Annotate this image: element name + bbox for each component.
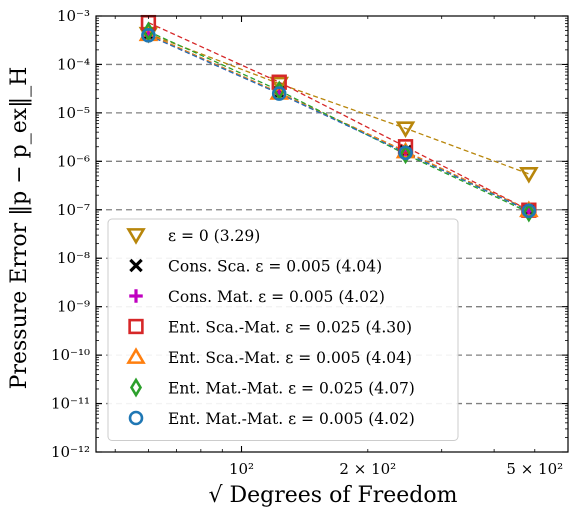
y-tick-label: 10⁻⁴ xyxy=(57,55,90,73)
legend-label: Ent. Sca.-Mat. ε = 0.005 (4.04) xyxy=(168,349,412,367)
data-point xyxy=(141,27,156,43)
data-point xyxy=(129,258,143,273)
x-tick-label: 2 × 10² xyxy=(339,460,396,478)
y-tick-label: 10⁻³ xyxy=(57,7,90,25)
legend-label: Ent. Sca.-Mat. ε = 0.025 (4.30) xyxy=(168,319,412,337)
series-markers xyxy=(141,27,537,219)
legend-entry: ε = 0 (3.29) xyxy=(126,227,260,245)
legend-label: Cons. Sca. ε = 0.005 (4.04) xyxy=(168,258,382,276)
x-tick-label: 10² xyxy=(229,460,254,478)
legend: ε = 0 (3.29) Cons. Sca. ε = 0.005 (4.04) C… xyxy=(107,218,459,441)
y-tick-label: 10⁻¹¹ xyxy=(51,395,90,413)
data-point xyxy=(397,139,414,155)
y-tick-label: 10⁻⁷ xyxy=(57,201,90,219)
series-line xyxy=(148,33,530,175)
legend-label: Ent. Mat.-Mat. ε = 0.025 (4.07) xyxy=(168,380,415,398)
series-line xyxy=(148,30,530,214)
y-axis-label: Pressure Error ‖p − p_ex‖_H xyxy=(7,67,32,390)
data-point xyxy=(128,318,144,335)
data-point xyxy=(395,121,416,139)
y-tick-label: 10⁻⁶ xyxy=(57,152,90,170)
data-point xyxy=(271,86,287,101)
series xyxy=(148,33,530,175)
data-point xyxy=(126,347,146,364)
series-line xyxy=(148,22,530,211)
x-axis-label: √ Degrees of Freedom xyxy=(209,483,458,508)
data-point xyxy=(129,377,143,398)
data-point xyxy=(398,145,413,161)
data-point xyxy=(126,228,146,245)
legend-entry: Ent. Sca.-Mat. ε = 0.025 (4.30) xyxy=(128,318,412,337)
data-point xyxy=(128,410,144,426)
series xyxy=(148,33,530,211)
y-tick-label: 10⁻⁸ xyxy=(57,249,90,267)
series xyxy=(148,34,530,212)
legend-entry: Ent. Sca.-Mat. ε = 0.005 (4.04) xyxy=(126,347,412,367)
data-point xyxy=(521,203,537,219)
plot-frame xyxy=(95,15,569,453)
axes: 10⁻¹² 10⁻¹¹ 10⁻¹⁰ 10⁻⁹ 10⁻⁸ 10⁻⁷ 10⁻⁶ 10⁻⁵ 10⁻⁴ 1… xyxy=(51,7,569,478)
series-layer xyxy=(138,14,539,223)
legend-entry: Ent. Mat.-Mat. ε = 0.025 (4.07) xyxy=(129,377,415,398)
series-markers xyxy=(141,28,536,218)
data-point xyxy=(129,289,143,303)
legend-box xyxy=(107,218,459,441)
y-tick-label: 10⁻¹² xyxy=(51,443,90,461)
legend-entry: Ent. Mat.-Mat. ε = 0.005 (4.02) xyxy=(128,410,415,428)
legend-label: Ent. Mat.-Mat. ε = 0.005 (4.02) xyxy=(168,410,415,428)
data-point xyxy=(522,202,535,223)
y-tick-label: 10⁻⁹ xyxy=(57,298,90,316)
series xyxy=(148,30,530,214)
y-tick-label: 10⁻⁵ xyxy=(57,104,90,122)
y-tick-label: 10⁻¹⁰ xyxy=(51,346,90,364)
series xyxy=(148,22,530,211)
data-point xyxy=(399,144,412,165)
series-line xyxy=(148,33,530,211)
x-tick-label: 5 × 10² xyxy=(506,460,563,478)
data-point xyxy=(269,76,289,94)
legend-label: ε = 0 (3.29) xyxy=(168,227,260,245)
legend-label: Cons. Mat. ε = 0.005 (4.02) xyxy=(168,288,385,306)
data-point xyxy=(519,166,539,184)
legend-entry: Cons. Sca. ε = 0.005 (4.04) xyxy=(129,258,382,276)
series-line xyxy=(148,34,530,212)
legend-entry: Cons. Mat. ε = 0.005 (4.02) xyxy=(129,288,385,306)
